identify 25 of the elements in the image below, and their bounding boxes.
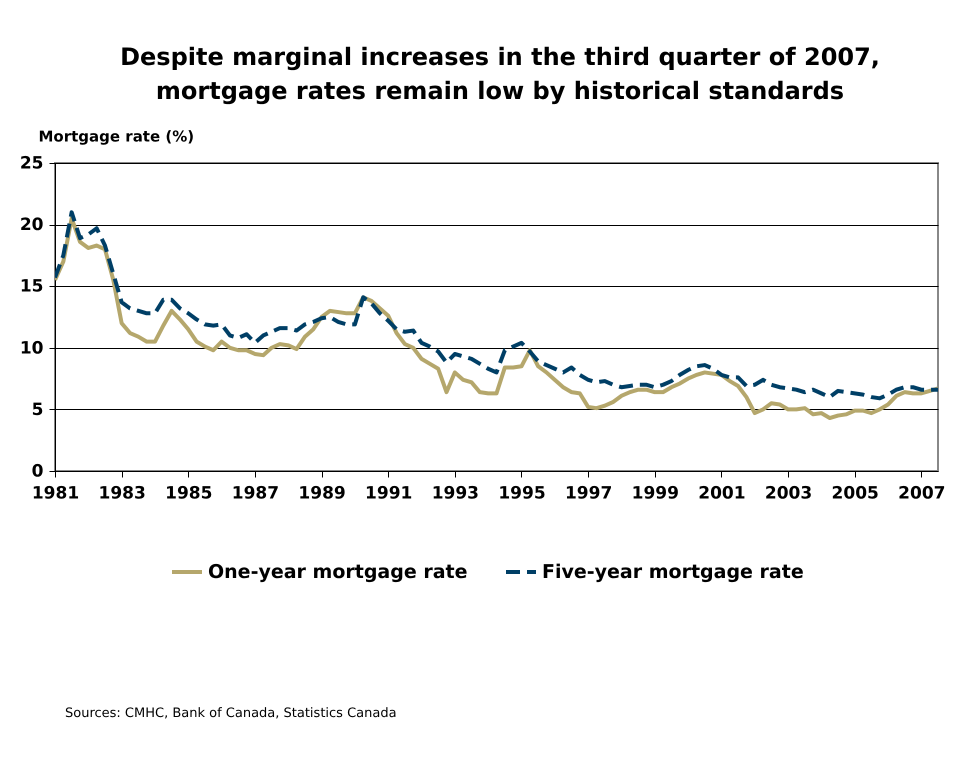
x-tick-label: 1983 bbox=[98, 484, 146, 504]
y-tick-label: 25 bbox=[20, 154, 44, 174]
x-tick-label: 2007 bbox=[898, 484, 946, 504]
x-tick-label: 1999 bbox=[632, 484, 679, 504]
x-tick-label: 1997 bbox=[564, 484, 612, 504]
x-tick-label: 1987 bbox=[232, 484, 280, 504]
y-tick-label: 15 bbox=[20, 276, 44, 297]
x-tick-label: 1981 bbox=[32, 484, 80, 504]
y-tick-label: 0 bbox=[32, 462, 44, 482]
y-axis-title: Mortgage rate (%) bbox=[38, 128, 194, 146]
y-tick-label: 10 bbox=[20, 338, 44, 358]
x-tick-label: 2003 bbox=[764, 484, 812, 504]
x-tick-label: 1993 bbox=[432, 484, 480, 504]
x-tick-label: 1989 bbox=[298, 484, 346, 504]
legend-label: Five-year mortgage rate bbox=[542, 561, 804, 583]
x-tick-label: 1995 bbox=[498, 484, 546, 504]
legend-label: One-year mortgage rate bbox=[208, 561, 468, 583]
x-tick-label: 1985 bbox=[165, 484, 212, 504]
x-tick-label: 2005 bbox=[832, 484, 879, 504]
source-note: Sources: CMHC, Bank of Canada, Statistics Canada bbox=[65, 706, 397, 721]
y-tick-label: 5 bbox=[32, 400, 44, 420]
chart-title: Despite marginal increases in the third quarter of 2007, mortgage rates remain low by historical standards bbox=[120, 42, 880, 107]
x-tick-label: 2001 bbox=[698, 484, 746, 504]
x-tick-label: 1991 bbox=[365, 484, 412, 504]
y-tick-label: 20 bbox=[20, 215, 44, 236]
